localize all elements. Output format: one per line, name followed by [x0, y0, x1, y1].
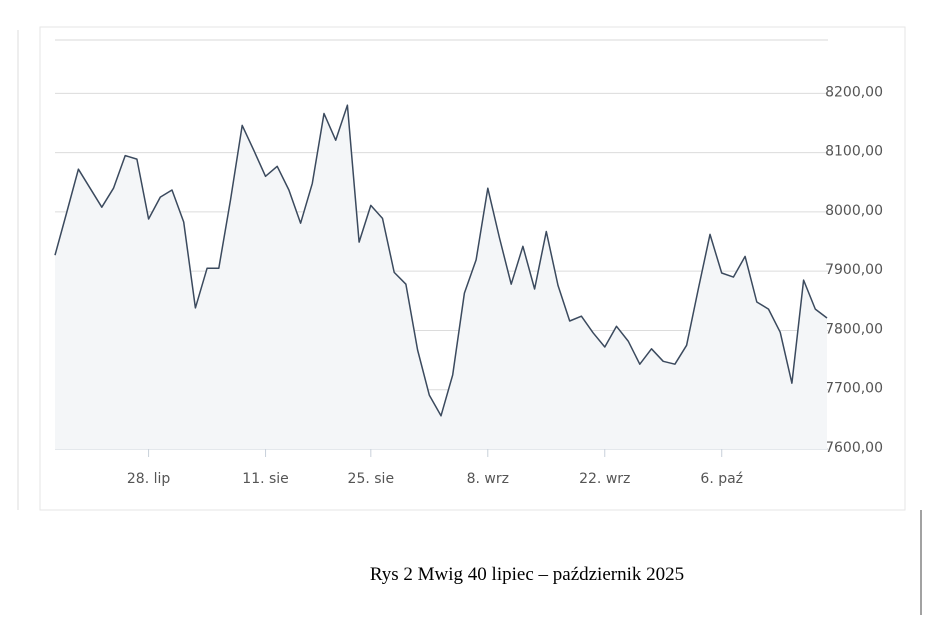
chart-frame	[39, 26, 906, 511]
x-tick-label: 28. lip	[127, 471, 170, 487]
x-tick-label: 6. paź	[700, 471, 743, 487]
y-tick-label: 7900,00	[825, 262, 883, 278]
y-tick-label: 7700,00	[825, 381, 883, 397]
y-tick-label: 8000,00	[825, 203, 883, 219]
area-fill	[55, 105, 827, 449]
x-tick-label: 11. sie	[242, 471, 289, 487]
x-tick-label: 8. wrz	[467, 471, 509, 487]
y-tick-label: 7600,00	[825, 440, 883, 456]
y-tick-label: 8200,00	[825, 84, 883, 100]
x-tick-label: 25. sie	[348, 471, 395, 487]
y-tick-label: 8100,00	[825, 144, 883, 160]
caption: Rys 2 Mwig 40 lipiec – październik 2025	[369, 564, 685, 585]
line	[54, 104, 828, 417]
x-tick-label: 22. wrz	[579, 471, 630, 487]
y-tick-label: 7800,00	[825, 321, 883, 337]
